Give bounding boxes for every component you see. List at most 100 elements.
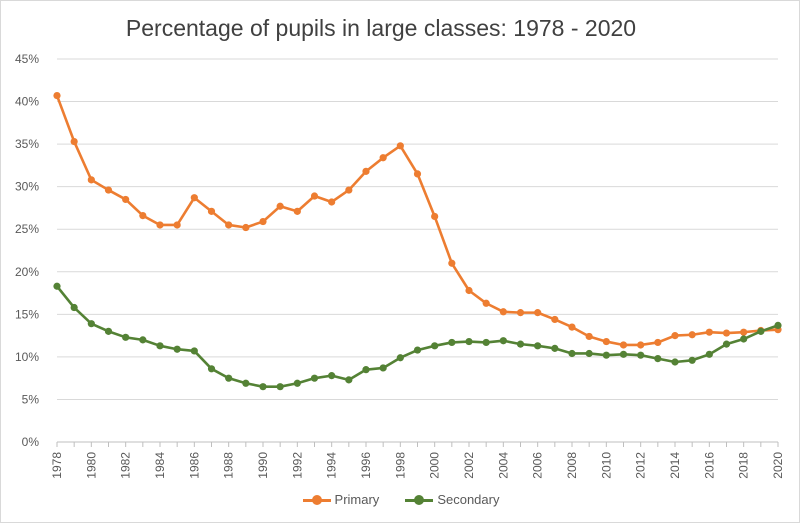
data-point-secondary: [705, 350, 713, 358]
data-point-primary: [705, 328, 713, 336]
data-point-primary: [310, 192, 319, 200]
x-tick-label: 2002: [462, 452, 476, 479]
x-tick-label: 2010: [599, 452, 613, 479]
data-point-secondary: [602, 351, 610, 359]
x-tick-label: 1988: [222, 452, 236, 479]
data-point-primary: [654, 338, 662, 347]
data-point-secondary: [225, 374, 233, 382]
data-point-secondary: [413, 346, 422, 354]
data-point-secondary: [534, 342, 542, 350]
legend-item-primary: Primary: [302, 492, 379, 507]
data-point-secondary: [70, 303, 78, 312]
data-point-primary: [379, 154, 387, 162]
x-tick-label: 1984: [153, 452, 167, 479]
legend-item-secondary: Secondary: [405, 492, 499, 507]
data-point-secondary: [276, 383, 284, 391]
data-point-primary: [637, 341, 645, 349]
data-point-secondary: [551, 344, 559, 352]
y-tick-label: 5%: [22, 392, 40, 406]
data-point-primary: [276, 202, 284, 210]
x-tick-label: 2016: [702, 452, 716, 479]
x-tick-label: 2012: [634, 452, 648, 479]
data-point-secondary: [242, 379, 250, 387]
x-tick-label: 2014: [668, 452, 682, 479]
data-point-primary: [516, 309, 525, 317]
data-point-secondary: [499, 337, 507, 345]
data-point-secondary: [585, 349, 593, 358]
data-point-primary: [619, 341, 628, 349]
data-point-secondary: [671, 358, 679, 366]
y-tick-label: 35%: [15, 137, 39, 151]
data-point-secondary: [431, 342, 439, 350]
legend-swatch-secondary: [405, 494, 434, 505]
data-point-secondary: [293, 379, 301, 387]
data-point-secondary: [259, 383, 267, 391]
data-point-primary: [688, 331, 696, 339]
data-point-secondary: [328, 372, 336, 380]
data-point-primary: [53, 91, 61, 100]
data-point-secondary: [139, 336, 147, 344]
x-tick-label: 1994: [325, 452, 339, 479]
y-tick-label: 10%: [15, 350, 39, 364]
data-point-primary: [482, 299, 490, 307]
data-point-secondary: [207, 365, 216, 373]
data-point-primary: [173, 221, 181, 229]
x-tick-label: 1998: [393, 452, 407, 479]
data-point-primary: [225, 221, 233, 229]
data-point-primary: [242, 223, 250, 232]
data-point-secondary: [53, 282, 61, 290]
data-point-primary: [499, 308, 507, 316]
data-point-primary: [259, 217, 267, 226]
data-point-primary: [156, 221, 164, 229]
data-point-secondary: [637, 351, 645, 359]
y-tick-label: 25%: [15, 222, 39, 236]
x-tick-label: 2020: [771, 452, 785, 479]
data-point-primary: [139, 212, 147, 220]
data-point-secondary: [448, 338, 456, 347]
chart-title: Percentage of pupils in large classes: 1…: [125, 15, 637, 41]
data-point-secondary: [122, 333, 130, 341]
data-point-primary: [87, 176, 95, 184]
data-point-secondary: [104, 327, 113, 335]
data-point-primary: [207, 207, 216, 215]
x-tick-label: 2008: [565, 452, 579, 479]
x-tick-label: 1978: [50, 452, 64, 479]
data-point-primary: [585, 332, 593, 341]
data-point-primary: [293, 207, 301, 215]
series-line-primary: [55, 95, 779, 347]
data-point-secondary: [190, 347, 198, 355]
y-tick-label: 20%: [15, 265, 39, 279]
data-point-primary: [448, 259, 456, 267]
data-point-primary: [671, 332, 679, 340]
data-point-secondary: [345, 376, 353, 384]
data-point-secondary: [173, 345, 181, 353]
data-point-secondary: [568, 349, 576, 358]
x-tick-label: 1996: [359, 452, 373, 479]
y-tick-label: 45%: [15, 52, 39, 66]
data-point-secondary: [396, 354, 404, 362]
legend-label-secondary: Secondary: [437, 492, 500, 507]
legend: Primary Secondary: [1, 492, 800, 507]
data-point-primary: [70, 137, 78, 146]
data-point-secondary: [362, 366, 370, 374]
data-point-primary: [345, 186, 353, 194]
data-point-secondary: [654, 354, 662, 363]
data-point-secondary: [722, 340, 731, 348]
data-point-secondary: [310, 374, 319, 382]
data-point-primary: [413, 170, 422, 178]
x-tick-label: 1986: [187, 452, 201, 479]
data-point-secondary: [87, 320, 95, 328]
x-tick-label: 1980: [84, 452, 98, 479]
legend-swatch-primary: [302, 494, 331, 505]
data-point-secondary: [757, 327, 765, 335]
x-tick-label: 2000: [428, 452, 442, 479]
data-point-primary: [602, 337, 610, 346]
y-tick-label: 0%: [22, 435, 40, 449]
x-tick-label: 2018: [737, 452, 751, 479]
data-point-primary: [740, 328, 748, 336]
data-point-primary: [568, 323, 576, 331]
x-tick-label: 2006: [531, 452, 545, 479]
data-point-secondary: [619, 350, 628, 358]
